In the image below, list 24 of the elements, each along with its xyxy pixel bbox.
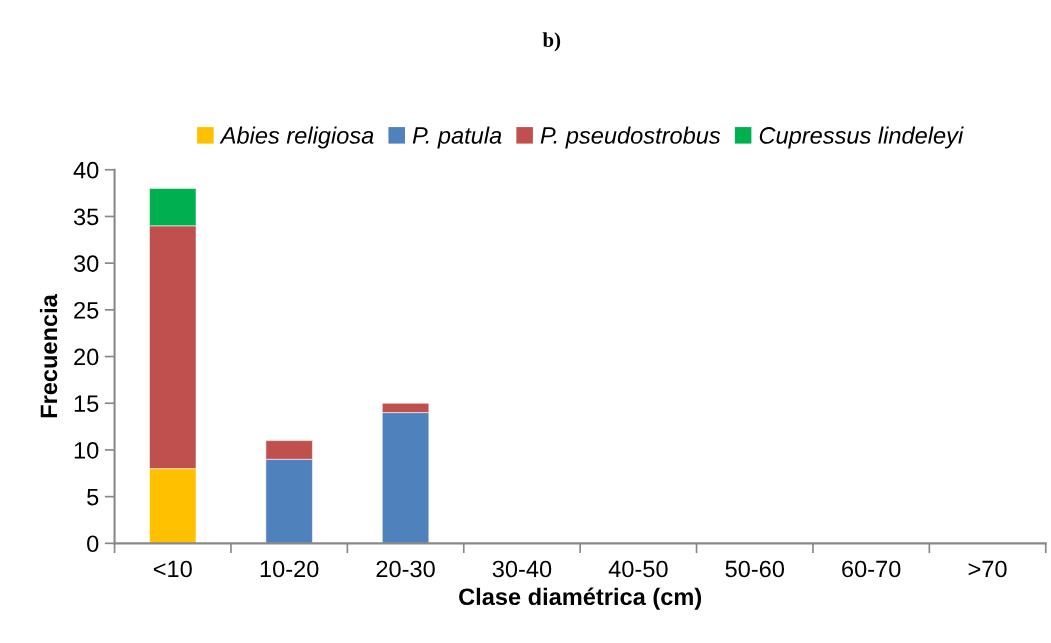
x-tick-label: 50-60 (725, 560, 785, 578)
x-tick-label: >70 (968, 560, 1007, 578)
y-tick-label: 5 (87, 488, 99, 506)
x-tick-label: <10 (153, 560, 192, 578)
y-tick-label: 25 (74, 301, 99, 319)
y-tick-label: 40 (73, 161, 99, 179)
y-tick-label: 0 (87, 535, 99, 553)
x-tick-label: 20-30 (376, 560, 435, 578)
y-tick-label: 30 (73, 255, 99, 272)
y-tick-label: 35 (73, 208, 99, 226)
x-axis-title: Clase diamétrica (cm) (459, 587, 702, 610)
legend-label: P. patula (412, 126, 502, 149)
x-tick-label: 60-70 (842, 560, 901, 578)
x-tick-label: 10-20 (260, 560, 319, 578)
legend-label: P. pseudostrobus (540, 126, 721, 149)
x-tick-label: 40-50 (608, 560, 668, 578)
y-tick-label: 15 (74, 395, 99, 413)
y-tick-label: 20 (74, 348, 99, 366)
y-tick-label: 10 (74, 442, 99, 459)
chart-title: b) (542, 32, 561, 52)
x-tick-label: 30-40 (492, 560, 552, 578)
y-axis-title: Frecuencia (39, 294, 58, 418)
legend-label: Abies religiosa (219, 126, 374, 149)
legend-label: Cupressus lindeleyi (759, 126, 964, 149)
